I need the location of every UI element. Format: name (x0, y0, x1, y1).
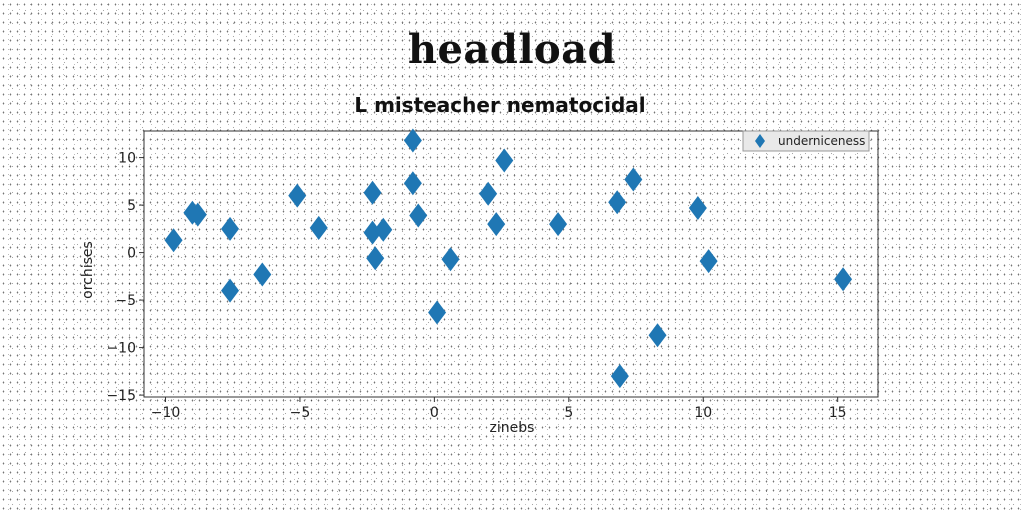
scatter-point (366, 246, 385, 271)
scatter-point (409, 203, 428, 228)
x-tick-label: 0 (430, 405, 439, 421)
scatter-point (403, 128, 422, 153)
y-tick-label: −15 (106, 388, 136, 404)
x-tick-label: 15 (829, 405, 847, 421)
legend-label: underniceness (778, 134, 865, 148)
legend: underniceness (742, 130, 870, 152)
scatter-point (549, 212, 568, 237)
x-axis-label: zinebs (490, 420, 535, 436)
scatter-point (648, 323, 667, 348)
scatter-point (834, 267, 853, 292)
scatter-point (188, 202, 207, 227)
chart-title: L misteacher nematocidal (354, 93, 645, 117)
axis-ticks: −10 −5 0 5 10 15 −15 −10 −5 0 5 10 (106, 151, 846, 421)
scatter-point (309, 215, 328, 240)
plot-frame (143, 130, 879, 398)
y-axis-label: orchises (80, 241, 96, 299)
scatter-point (288, 183, 307, 208)
page-title: headload (407, 26, 617, 73)
scatter-point (479, 181, 498, 206)
data-points (164, 128, 853, 389)
scatter-point (608, 190, 627, 215)
scatter-point (624, 167, 643, 192)
y-tick-label: −10 (106, 341, 136, 357)
y-tick-label: 5 (127, 198, 136, 214)
legend-marker-icon (755, 134, 765, 148)
scatter-point (253, 262, 272, 287)
x-tick-label: 5 (564, 405, 573, 421)
x-tick-label: −5 (290, 405, 311, 421)
scatter-point (699, 249, 718, 274)
scatter-point (610, 364, 629, 389)
scatter-point (688, 195, 707, 220)
scatter-point (374, 217, 393, 242)
scatter-point (487, 212, 506, 237)
scatter-point (221, 216, 240, 241)
legend-box (742, 130, 870, 152)
x-tick-label: −10 (151, 405, 181, 421)
scatter-point (363, 180, 382, 205)
scatter-point (441, 247, 460, 272)
x-tick-label: 10 (694, 405, 712, 421)
scatter-point (495, 148, 514, 173)
scatter-point (221, 278, 240, 303)
y-tick-label: −5 (115, 293, 136, 309)
scatter-point (164, 228, 183, 253)
scatter-point (428, 300, 447, 325)
y-tick-label: 10 (118, 151, 136, 167)
y-tick-label: 0 (127, 246, 136, 262)
scatter-point (403, 171, 422, 196)
